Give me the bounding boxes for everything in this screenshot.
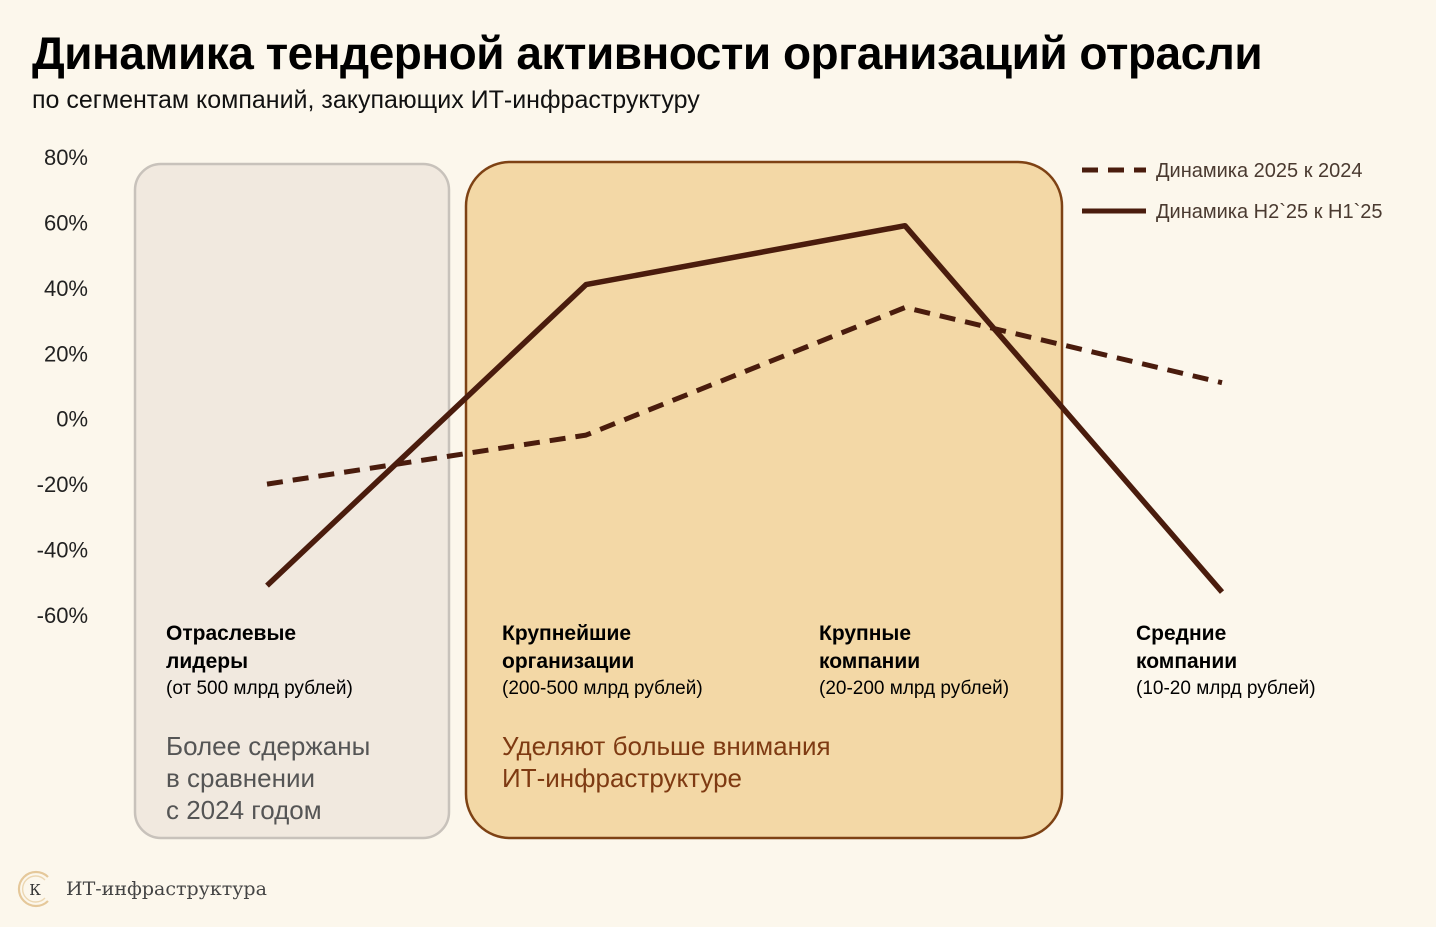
category-name: Крупные — [819, 622, 912, 645]
note-line: в сравнении — [166, 763, 315, 793]
category-name: компании — [819, 650, 921, 673]
y-axis: 80% 60% 40% 20% 0% -20% -40% -60% — [37, 145, 88, 628]
series-line-2025-vs-2024 — [266, 305, 1223, 487]
note-line: Уделяют больше внимания — [502, 731, 831, 761]
legend-label: Динамика 2025 к 2024 — [1156, 160, 1363, 182]
x-category-label: Крупнейшие организации (200-500 млрд рубле… — [502, 620, 703, 702]
category-range: (от 500 млрд рублей) — [166, 678, 353, 699]
circle-logo-icon: К — [17, 870, 49, 908]
category-range: (20-200 млрд рублей) — [819, 678, 1010, 699]
panel-largest-and-large — [464, 160, 1064, 840]
note-line: Более сдержаны — [166, 731, 371, 761]
category-name: Крупнейшие — [502, 622, 632, 645]
x-category-label: Средние компании (10-20 млрд рублей) — [1136, 620, 1316, 702]
y-tick-label: 60% — [44, 210, 88, 235]
y-tick-label: 40% — [44, 276, 88, 301]
page-subtitle: по сегментам компаний, закупающих ИТ-инф… — [32, 86, 700, 114]
footer: К ИТ-инфраструктура — [14, 866, 267, 912]
series-line-h2-vs-h1 — [265, 222, 1225, 594]
category-range: (10-20 млрд рублей) — [1136, 678, 1316, 699]
category-name: компании — [1136, 650, 1238, 673]
legend: Динамика 2025 к 2024 Динамика H2`25 к H1`… — [1082, 160, 1382, 223]
y-tick-label: -40% — [37, 538, 88, 563]
category-name: лидеры — [166, 650, 249, 673]
page-title: Динамика тендерной активности организаци… — [32, 27, 1263, 79]
legend-label: Динамика H2`25 к H1`25 — [1156, 201, 1382, 223]
note-left: Более сдержаны в сравнении с 2024 годом — [166, 730, 370, 826]
y-tick-label: 20% — [44, 341, 88, 366]
category-name: Средние — [1136, 622, 1227, 645]
plot-lines — [265, 222, 1225, 594]
y-tick-label: 0% — [56, 407, 88, 432]
logo-letter: К — [29, 881, 41, 899]
y-tick-label: -60% — [37, 603, 88, 628]
footer-label: ИТ-инфраструктура — [66, 878, 267, 900]
y-tick-label: -20% — [37, 472, 88, 497]
note-line: с 2024 годом — [166, 795, 322, 825]
category-name: Отраслевые — [166, 622, 297, 645]
category-name: организации — [502, 650, 635, 673]
category-range: (200-500 млрд рублей) — [502, 678, 703, 699]
note-middle: Уделяют больше внимания ИТ-инфраструктуре — [502, 730, 831, 794]
x-category-label: Отраслевые лидеры (от 500 млрд рублей) — [166, 620, 353, 702]
y-tick-label: 80% — [44, 145, 88, 170]
note-line: ИТ-инфраструктуре — [502, 763, 742, 793]
panel-industry-leaders — [133, 162, 451, 840]
x-category-label: Крупные компании (20-200 млрд рублей) — [819, 620, 1009, 702]
